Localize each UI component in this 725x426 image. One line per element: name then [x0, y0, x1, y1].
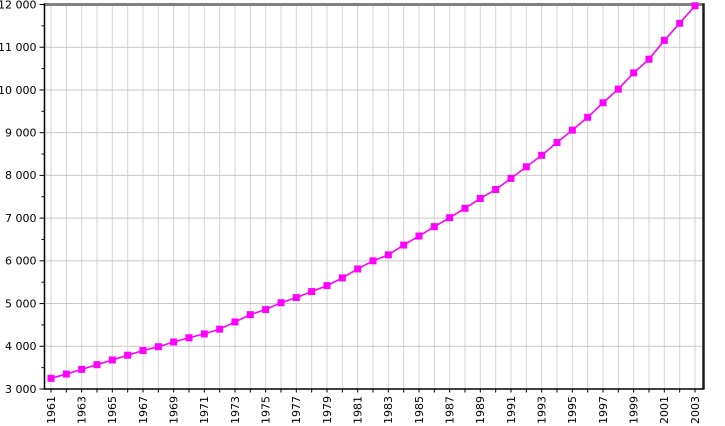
data-point-marker: [246, 311, 254, 319]
y-axis-tick-label: 5 000: [5, 297, 37, 310]
x-axis-tick-label: 1979: [321, 396, 334, 424]
y-axis-tick-label: 4 000: [5, 340, 37, 353]
y-axis-tick-label: 12 000: [0, 0, 37, 11]
data-point-marker: [93, 361, 101, 369]
data-point-marker: [47, 374, 55, 382]
data-point-marker: [461, 204, 469, 212]
data-point-marker: [185, 334, 193, 342]
data-point-marker: [538, 151, 546, 159]
x-axis-tick-label: 1977: [290, 396, 303, 424]
data-point-marker: [139, 347, 147, 355]
x-axis-tick-label: 1985: [413, 396, 426, 424]
data-point-marker: [584, 113, 592, 121]
data-point-marker: [522, 163, 530, 171]
data-point-marker: [369, 257, 377, 265]
data-point-marker: [415, 232, 423, 240]
y-axis-tick-label: 10 000: [0, 84, 37, 97]
data-point-marker: [108, 356, 116, 364]
y-axis-tick-label: 3 000: [5, 383, 37, 396]
data-point-marker: [553, 138, 561, 146]
x-axis-tick-label: 1961: [45, 396, 58, 424]
x-axis-tick-label: 1999: [628, 396, 641, 424]
x-axis-tick-label: 1971: [198, 396, 211, 424]
data-point-marker: [507, 174, 515, 182]
x-axis-tick-label: 2003: [689, 396, 702, 424]
x-axis-tick-label: 1969: [168, 396, 181, 424]
data-point-marker: [154, 343, 162, 351]
x-axis-tick-label: 1989: [474, 396, 487, 424]
data-point-marker: [216, 325, 224, 333]
y-axis-tick-label: 8 000: [5, 169, 37, 182]
data-point-marker: [430, 223, 438, 231]
data-point-marker: [384, 251, 392, 259]
data-point-marker: [231, 318, 239, 326]
data-point-marker: [630, 69, 638, 77]
y-axis-tick-label: 6 000: [5, 255, 37, 268]
x-axis-tick-label: 1987: [444, 396, 457, 424]
x-axis-tick-label: 1997: [597, 396, 610, 424]
x-axis-tick-label: 1965: [106, 396, 119, 424]
x-axis-tick-label: 1983: [382, 396, 395, 424]
data-point-marker: [691, 2, 699, 10]
data-point-marker: [292, 294, 300, 302]
data-point-marker: [645, 55, 653, 63]
data-point-marker: [124, 351, 132, 359]
data-point-marker: [338, 274, 346, 282]
data-point-marker: [492, 185, 500, 193]
data-point-marker: [62, 370, 70, 378]
data-point-marker: [599, 99, 607, 107]
x-axis-tick-label: 1981: [352, 396, 365, 424]
x-axis-tick-label: 1963: [76, 396, 89, 424]
y-axis-tick-label: 11 000: [0, 41, 37, 54]
x-axis-tick-label: 1993: [536, 396, 549, 424]
data-point-marker: [78, 365, 86, 373]
y-axis-tick-label: 9 000: [5, 127, 37, 140]
y-axis-tick-label: 7 000: [5, 212, 37, 225]
x-axis-tick-label: 2001: [658, 396, 671, 424]
data-point-marker: [200, 330, 208, 338]
x-axis-tick-label: 1975: [260, 396, 273, 424]
data-point-marker: [262, 306, 270, 314]
data-point-marker: [277, 299, 285, 307]
data-point-marker: [676, 19, 684, 27]
data-point-marker: [476, 194, 484, 202]
data-point-marker: [308, 288, 316, 296]
data-point-marker: [568, 126, 576, 134]
data-point-marker: [170, 338, 178, 346]
data-point-marker: [614, 85, 622, 93]
data-point-marker: [400, 241, 408, 249]
x-axis-tick-label: 1967: [137, 396, 150, 424]
data-point-marker: [446, 214, 454, 222]
x-axis-tick-label: 1995: [566, 396, 579, 424]
data-point-marker: [354, 265, 362, 273]
data-point-marker: [323, 282, 331, 290]
x-axis-tick-label: 1991: [505, 396, 518, 424]
data-point-marker: [660, 36, 668, 44]
x-axis-tick-label: 1973: [229, 396, 242, 424]
